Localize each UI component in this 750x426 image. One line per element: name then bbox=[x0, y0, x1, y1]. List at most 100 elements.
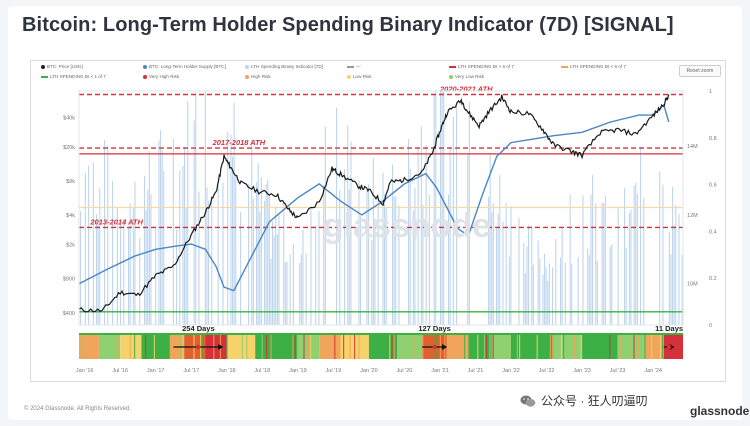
heatmap-stripe bbox=[477, 335, 479, 359]
binary-bar bbox=[603, 203, 605, 325]
binary-bar bbox=[128, 227, 130, 325]
legend-label: LTH SPENDING BI < 1 of 7 bbox=[50, 74, 106, 79]
binary-bar bbox=[240, 211, 242, 325]
binary-bar bbox=[248, 183, 250, 325]
binary-bar bbox=[336, 107, 338, 325]
heatmap-stripe bbox=[609, 335, 611, 359]
binary-bar bbox=[524, 273, 526, 325]
x-tick-label: Jul '20 bbox=[397, 368, 413, 374]
y-right2-tick-label: 0.8 bbox=[709, 136, 717, 142]
streak-label: 11 Days bbox=[655, 324, 683, 333]
binary-bar bbox=[284, 261, 286, 325]
binary-bar bbox=[366, 190, 368, 325]
binary-bar bbox=[448, 194, 450, 325]
binary-bar bbox=[425, 145, 427, 325]
binary-bar bbox=[172, 138, 174, 325]
heatmap-stripe bbox=[637, 335, 639, 359]
chart-card: Bitcoin: Long-Term Holder Spending Binar… bbox=[8, 6, 749, 420]
streak-label: 254 Days bbox=[182, 324, 215, 333]
x-tick-label: Jan '17 bbox=[147, 368, 165, 374]
ath-annotation: 2017-2018 ATH bbox=[212, 138, 266, 147]
legend-swatch bbox=[347, 65, 354, 68]
binary-bar bbox=[88, 165, 90, 325]
heatmap-segment bbox=[141, 335, 170, 359]
x-tick-label: Jul '17 bbox=[183, 368, 199, 374]
heatmap-stripe bbox=[261, 335, 263, 359]
y-left-tick-label: $20k bbox=[63, 145, 75, 151]
ath-annotation: 2020-2021 ATH bbox=[439, 85, 493, 94]
heatmap-stripe bbox=[310, 335, 312, 359]
heatmap-segment bbox=[368, 335, 398, 359]
binary-bar bbox=[544, 253, 546, 325]
binary-bar bbox=[310, 208, 312, 325]
heatmap-stripe bbox=[464, 335, 466, 359]
binary-bar bbox=[592, 174, 594, 325]
chart-frame: BTC: Price [USD] BTC: Long-Term Holder Su… bbox=[30, 60, 726, 382]
wechat-icon bbox=[520, 395, 536, 407]
heatmap-stripe bbox=[343, 335, 345, 359]
binary-bar bbox=[489, 153, 491, 325]
binary-bar bbox=[129, 203, 131, 325]
legend-item[interactable]: High Risk bbox=[245, 74, 271, 79]
x-tick-label: Jul '18 bbox=[254, 368, 270, 374]
reset-zoom-button[interactable]: Reset zoom bbox=[679, 65, 721, 77]
heatmap-stripe bbox=[246, 335, 248, 359]
binary-bar bbox=[547, 280, 549, 325]
binary-bar bbox=[539, 258, 541, 325]
x-tick-label: Jan '16 bbox=[76, 368, 94, 374]
binary-bar bbox=[123, 218, 125, 325]
y-right2-tick-label: 0 bbox=[709, 323, 712, 329]
binary-bar bbox=[488, 196, 490, 325]
binary-bar bbox=[569, 195, 571, 325]
heatmap-segment bbox=[511, 335, 554, 359]
x-tick-label: Jan '20 bbox=[360, 368, 378, 374]
legend-item[interactable]: Low Risk bbox=[347, 74, 372, 79]
legend-item[interactable]: LTH SPENDING BI > 6 of 7 bbox=[449, 64, 514, 69]
legend-item[interactable]: LTH Spending Binary Indicator [7D] bbox=[245, 64, 323, 69]
legend-item[interactable]: LTH SPENDING BI < 1 of 7 bbox=[41, 74, 106, 79]
chart-legend: BTC: Price [USD] BTC: Long-Term Holder Su… bbox=[31, 61, 725, 85]
y-right2-tick-label: 0.4 bbox=[709, 229, 717, 235]
binary-bar bbox=[408, 138, 410, 325]
binary-bar bbox=[217, 178, 219, 325]
legend-item[interactable]: — bbox=[347, 64, 361, 69]
y-left-tick-label: $4k bbox=[66, 213, 75, 219]
binary-bar bbox=[420, 126, 422, 325]
binary-bar bbox=[270, 258, 272, 325]
binary-bar bbox=[659, 171, 661, 325]
legend-item[interactable]: LTH SPENDING BI < 6 of 7 bbox=[561, 64, 626, 69]
y-right2-tick-label: 0.6 bbox=[709, 183, 717, 189]
binary-bar bbox=[139, 237, 141, 325]
streak-marker bbox=[432, 344, 437, 350]
binary-bar bbox=[617, 206, 619, 325]
heatmap-stripe bbox=[334, 335, 336, 359]
heatmap-stripe bbox=[582, 335, 584, 359]
binary-bar bbox=[267, 180, 269, 325]
binary-bar bbox=[596, 261, 598, 325]
binary-bar bbox=[275, 206, 277, 325]
binary-bar bbox=[382, 172, 384, 325]
heatmap-stripe bbox=[349, 335, 351, 359]
legend-item[interactable]: BTC: Price [USD] bbox=[41, 64, 83, 69]
binary-bar bbox=[428, 194, 430, 325]
binary-bar bbox=[99, 188, 101, 325]
binary-bar bbox=[158, 140, 160, 325]
legend-item[interactable]: Very High Risk bbox=[143, 74, 179, 79]
page-title: Bitcoin: Long-Term Holder Spending Binar… bbox=[22, 14, 674, 36]
binary-bar bbox=[670, 253, 672, 325]
x-tick-label: Jul '22 bbox=[539, 368, 555, 374]
legend-item[interactable]: Very Low Risk bbox=[449, 74, 484, 79]
heatmap-stripe bbox=[497, 335, 499, 359]
binary-bar bbox=[542, 274, 544, 325]
binary-bar bbox=[640, 146, 642, 325]
heatmap-stripe bbox=[659, 335, 661, 359]
binary-bar bbox=[532, 264, 534, 325]
binary-bar bbox=[467, 153, 469, 325]
heatmap-stripe bbox=[633, 335, 635, 359]
legend-item[interactable]: BTC: Long-Term Holder Supply [BTC] bbox=[143, 64, 226, 69]
binary-bar bbox=[377, 193, 379, 325]
binary-bar bbox=[571, 263, 573, 325]
binary-bar bbox=[577, 257, 579, 325]
heatmap-stripe bbox=[153, 335, 155, 359]
legend-label: — bbox=[356, 64, 361, 69]
